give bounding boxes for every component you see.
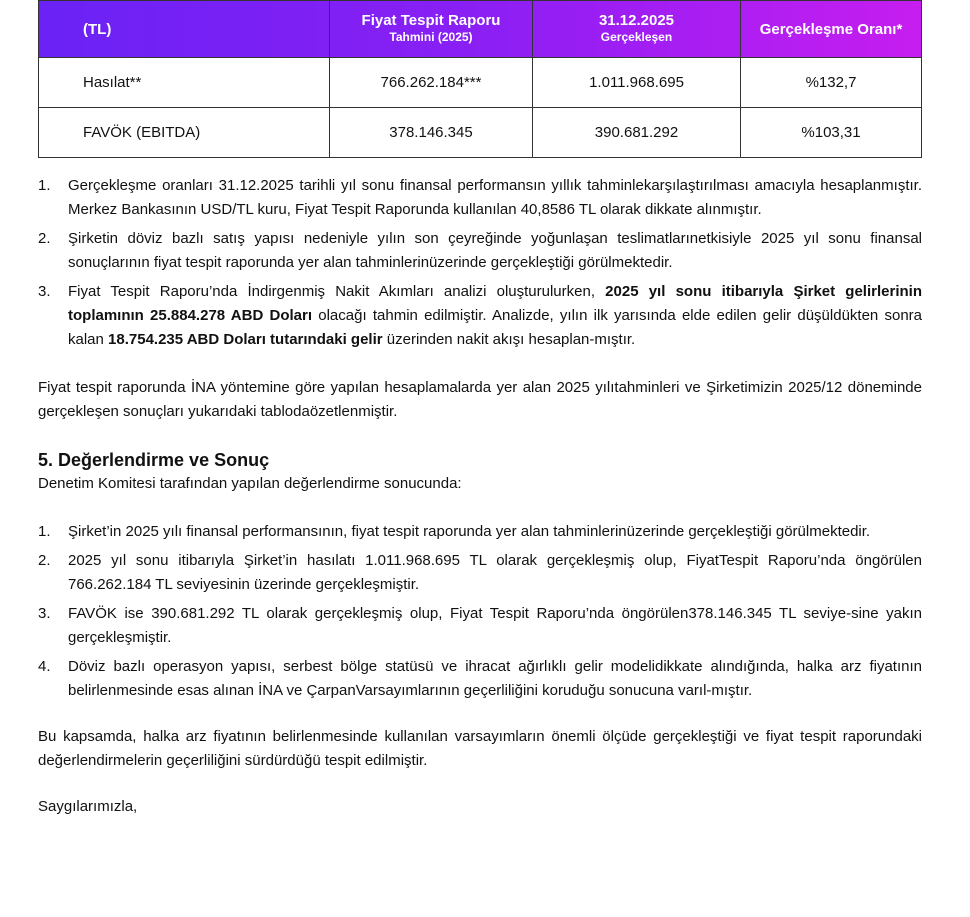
header-cell: (TL) [38, 0, 330, 58]
header-sublabel: Tahmini (2025) [389, 30, 473, 44]
text-segment: Şirketin döviz bazlı satış yapısı nedeni… [68, 230, 922, 271]
item-number: 3. [38, 283, 51, 300]
document-body: 1. Gerçekleşme oranları 31.12.2025 tarihl… [38, 174, 922, 819]
table-cell: Hasılat** [38, 57, 330, 108]
table-cell: 378.146.345 [329, 107, 533, 158]
table-cell: FAVÖK (EBITDA) [38, 107, 330, 158]
table-header-row: (TL) Fiyat Tespit Raporu Tahmini (2025) 3… [38, 0, 922, 58]
header-sublabel: Gerçekleşen [600, 30, 673, 44]
text-segment: Fiyat Tespit Raporu’nda İndirgenmiş Naki… [68, 283, 606, 300]
table-cell: %132,7 [740, 57, 922, 108]
list-item: 2. 2025 yıl sonu itibarıyla Şirket’in has… [38, 549, 922, 597]
results-table-container: (TL) Fiyat Tespit Raporu Tahmini (2025) 3… [38, 0, 922, 158]
item-text: 2025 yıl sonu itibarıyla Şirket’in hasıl… [68, 552, 922, 593]
header-label: Gerçekleşme Oranı* [759, 20, 903, 38]
section-title: 5. Değerlendirme ve Sonuç [38, 450, 270, 470]
item-text: Şirket’in 2025 yılı finansal performansı… [68, 523, 871, 540]
table-row: Hasılat** 766.262.184*** 1.011.968.695 %… [38, 57, 922, 108]
item-number: 1. [38, 177, 51, 194]
item-text: FAVÖK ise 390.681.292 TL olarak gerçekle… [68, 605, 922, 646]
header-label: (TL) [83, 20, 112, 38]
item-text: Döviz bazlı operasyon yapısı, serbest bö… [68, 658, 922, 699]
note-text: Şirketin döviz bazlı satış yapısı nedeni… [68, 227, 922, 275]
item-number: 2. [38, 552, 51, 569]
conclusion-paragraph: Bu kapsamda, halka arz fiyatının belirle… [38, 728, 922, 769]
note-item: 3. Fiyat Tespit Raporu’nda İndirgenmiş Na… [38, 280, 922, 352]
note-text: Fiyat Tespit Raporu’nda İndirgenmiş Naki… [68, 280, 922, 352]
header-cell: Gerçekleşme Oranı* [740, 0, 922, 58]
text-segment: üzerinden nakit akışı hesaplan-mıştır. [382, 331, 636, 348]
section-intro: Denetim Komitesi tarafından yapılan değe… [38, 475, 462, 492]
list-item: 3. FAVÖK ise 390.681.292 TL olarak gerçek… [38, 602, 922, 650]
closing-text: Saygılarımızla, [38, 798, 138, 815]
header-cell: 31.12.2025 Gerçekleşen [532, 0, 741, 58]
table-cell: %103,31 [740, 107, 922, 158]
header-label: 31.12.2025 [598, 12, 675, 29]
evaluation-list: 1. Şirket’in 2025 yılı finansal performan… [38, 520, 922, 703]
table-row: FAVÖK (EBITDA) 378.146.345 390.681.292 %… [38, 107, 922, 158]
note-item: 1. Gerçekleşme oranları 31.12.2025 tarihl… [38, 174, 922, 222]
table-cell: 766.262.184*** [329, 57, 533, 108]
bold-text: 2025 yıl sonu itibarıyla Şirket gelirler… [68, 283, 922, 324]
list-item: 1. Şirket’in 2025 yılı finansal performan… [38, 520, 922, 544]
summary-paragraph: Fiyat tespit raporunda İNA yöntemine gör… [38, 379, 922, 420]
item-number: 1. [38, 523, 51, 540]
list-item: 4. Döviz bazlı operasyon yapısı, serbest … [38, 655, 922, 703]
bold-text: 18.754.235 ABD Doları tutarındaki gelir [108, 331, 383, 348]
header-cell: Fiyat Tespit Raporu Tahmini (2025) [329, 0, 533, 58]
table-cell: 1.011.968.695 [532, 57, 741, 108]
table-cell: 390.681.292 [532, 107, 741, 158]
header-label: Fiyat Tespit Raporu [361, 12, 501, 29]
results-table: (TL) Fiyat Tespit Raporu Tahmini (2025) 3… [38, 0, 922, 158]
item-number: 4. [38, 658, 51, 675]
note-item: 2. Şirketin döviz bazlı satış yapısı nede… [38, 227, 922, 275]
item-number: 3. [38, 605, 51, 622]
text-segment: Gerçekleşme oranları 31.12.2025 tarihli … [68, 177, 922, 218]
item-number: 2. [38, 230, 51, 247]
note-text: Gerçekleşme oranları 31.12.2025 tarihli … [68, 174, 922, 222]
table-notes: 1. Gerçekleşme oranları 31.12.2025 tarihl… [38, 174, 922, 352]
text-segment: olacağı tahmin edilmiştir. Analizde, yıl… [68, 307, 923, 348]
